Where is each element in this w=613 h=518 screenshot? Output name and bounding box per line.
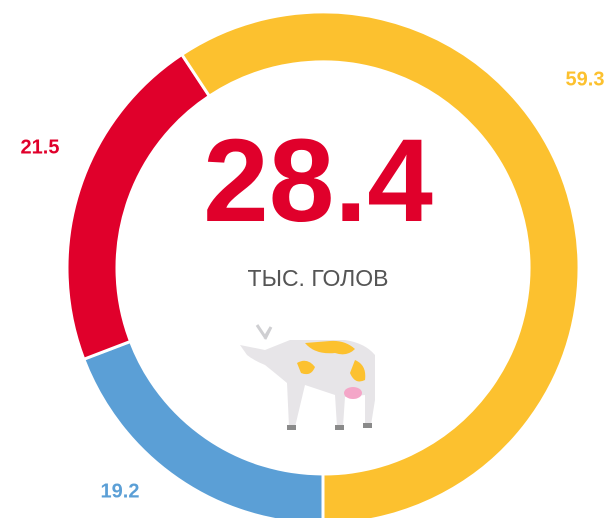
value-label: 21.5	[21, 136, 60, 158]
value-label: 19.2	[101, 480, 140, 502]
center-label: ТЫС. ГОЛОВ	[248, 265, 389, 291]
donut	[65, 10, 581, 518]
donut-segment	[179, 10, 581, 518]
center-value: 28.4	[203, 115, 433, 247]
value-label: 59.3	[566, 68, 605, 90]
donut-segment	[65, 52, 212, 362]
cow-icon	[240, 324, 375, 430]
